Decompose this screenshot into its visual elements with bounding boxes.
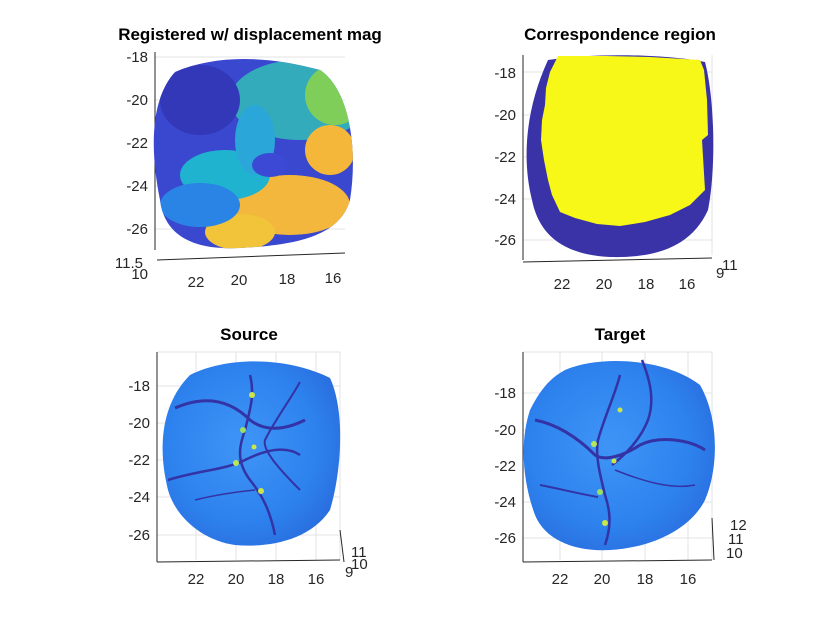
- z-tick-label: 9: [345, 564, 353, 581]
- x-tick-label: 16: [325, 270, 342, 287]
- y-tick-label: -26: [494, 530, 516, 547]
- surface-displacement: [153, 58, 353, 249]
- chart-registered: Registered w/ displacement mag -18 -20: [115, 25, 382, 291]
- x-tick-label: 16: [680, 571, 697, 588]
- y-tick-label: -24: [126, 178, 148, 195]
- x-tick-label: 22: [552, 571, 569, 588]
- y-tick-label: -22: [128, 452, 150, 469]
- y-tick-labels: -18 -20 -22 -24 -26: [128, 378, 150, 544]
- y-tick-label: -18: [494, 385, 516, 402]
- chart-title: Target: [595, 325, 646, 344]
- x-tick-labels: 22 20 18 16: [188, 571, 325, 588]
- x-tick-label: 16: [679, 276, 696, 293]
- x-tick-label: 18: [268, 571, 285, 588]
- y-tick-label: -26: [126, 221, 148, 238]
- x-tick-label: 20: [231, 272, 248, 289]
- y-tick-label: -18: [128, 378, 150, 395]
- x-tick-labels: 22 20 18 16: [188, 270, 342, 291]
- z-tick-label: 11: [728, 531, 744, 548]
- y-tick-label: -24: [128, 489, 150, 506]
- x-axis: [156, 252, 346, 261]
- x-axis: [156, 559, 341, 563]
- z-tick-label: 10: [351, 556, 368, 573]
- inside-region: [541, 56, 708, 226]
- y-tick-label: -24: [494, 191, 516, 208]
- x-tick-label: 20: [594, 571, 611, 588]
- z-axis: [339, 529, 345, 563]
- chart-title: Registered w/ displacement mag: [118, 25, 382, 44]
- y-tick-label: -18: [494, 65, 516, 82]
- y-tick-label: -22: [494, 458, 516, 475]
- x-tick-label: 22: [188, 571, 205, 588]
- y-tick-label: -26: [494, 232, 516, 249]
- z-tick-label: 9: [716, 265, 724, 282]
- x-axis: [522, 257, 713, 263]
- y-tick-label: -26: [128, 527, 150, 544]
- y-tick-labels: -18 -20 -22 -24 -26: [494, 65, 516, 249]
- z-tick-label: 11.5: [115, 255, 143, 272]
- x-axis: [522, 559, 713, 563]
- z-tick-label: 10: [726, 545, 743, 562]
- x-tick-label: 22: [188, 274, 205, 291]
- surface-target: [523, 359, 715, 551]
- x-tick-label: 20: [228, 571, 245, 588]
- z-tick-labels: 11.5 10: [115, 255, 148, 283]
- chart-title: Source: [220, 325, 278, 344]
- chart-correspondence: Correspondence region -18 -20 -22 -24 -2…: [494, 25, 737, 293]
- y-tick-label: -20: [494, 422, 516, 439]
- y-tick-label: -18: [126, 49, 148, 66]
- z-tick-labels: 11 9: [716, 257, 738, 282]
- chart-source: Source: [128, 325, 367, 588]
- z-axis: [711, 517, 715, 561]
- x-tick-label: 22: [554, 276, 571, 293]
- z-tick-label: 12: [730, 517, 747, 534]
- chart-target: Target: [494, 325, 746, 588]
- x-tick-label: 18: [279, 271, 296, 288]
- x-tick-label: 16: [308, 571, 325, 588]
- chart-title: Correspondence region: [524, 25, 716, 44]
- x-tick-label: 18: [638, 276, 655, 293]
- x-tick-labels: 22 20 18 16: [552, 571, 697, 588]
- y-tick-labels: -18 -20 -22 -24 -26: [126, 49, 148, 238]
- y-tick-label: -20: [128, 415, 150, 432]
- surface-source: [162, 361, 341, 546]
- z-tick-label: 11: [722, 257, 738, 274]
- y-tick-label: -22: [494, 149, 516, 166]
- y-tick-label: -20: [494, 107, 516, 124]
- x-tick-label: 18: [637, 571, 654, 588]
- y-tick-label: -22: [126, 135, 148, 152]
- y-tick-label: -24: [494, 494, 516, 511]
- z-tick-labels: 11 10 9: [345, 544, 368, 581]
- y-tick-labels: -18 -20 -22 -24 -26: [494, 385, 516, 547]
- x-tick-labels: 22 20 18 16: [554, 276, 696, 293]
- z-tick-labels: 12 11 10: [726, 517, 747, 562]
- x-tick-label: 20: [596, 276, 613, 293]
- z-tick-label: 11: [351, 544, 367, 561]
- z-tick-label: 10: [131, 266, 148, 283]
- y-tick-label: -20: [126, 92, 148, 109]
